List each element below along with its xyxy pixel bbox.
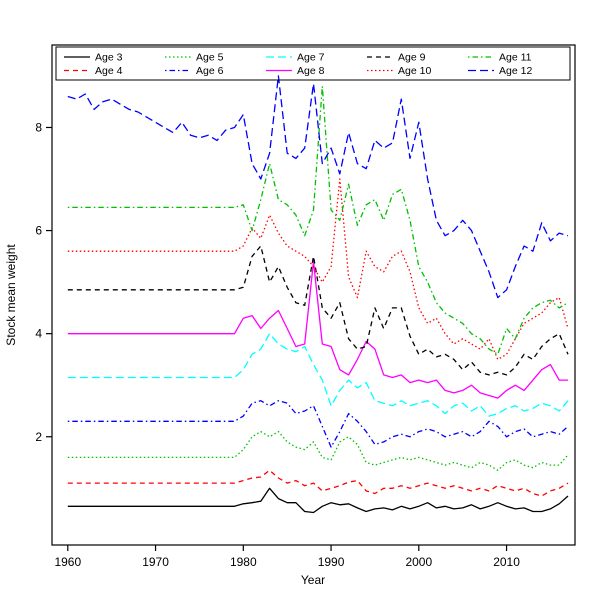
legend-border [55, 46, 571, 81]
series-line-age-12 [67, 75, 569, 299]
series-line-age-4 [67, 469, 569, 497]
legend-label-age-3: Age 3 [95, 52, 123, 64]
series-line-age-10 [67, 178, 569, 361]
legend-label-age-5: Age 5 [196, 52, 224, 64]
series-line-age-5 [67, 430, 569, 471]
legend-label-age-8: Age 8 [297, 65, 325, 77]
plot-border [51, 44, 576, 546]
x-tick-label: 2010 [493, 555, 520, 569]
y-tick-label: 8 [35, 120, 42, 134]
series-line-age-6 [67, 400, 569, 448]
legend-label-age-11: Age 11 [499, 52, 532, 64]
legend-label-age-10: Age 10 [398, 65, 431, 77]
x-tick-label: 1990 [318, 555, 345, 569]
x-tick-label: 1980 [230, 555, 257, 569]
y-tick-label: 2 [35, 430, 42, 444]
series-line-age-9 [67, 245, 569, 376]
legend-label-age-7: Age 7 [297, 52, 325, 64]
y-axis-label: Stock mean weight [4, 244, 18, 346]
legend-label-age-9: Age 9 [398, 52, 426, 64]
x-tick-label: 2000 [405, 555, 432, 569]
series-line-age-11 [67, 85, 569, 355]
series-line-age-7 [67, 333, 569, 417]
legend-label-age-6: Age 6 [196, 65, 224, 77]
series-line-age-3 [67, 487, 569, 514]
x-axis-label: Year [301, 573, 325, 587]
legend-label-age-12: Age 12 [499, 65, 532, 77]
x-tick-label: 1970 [142, 555, 169, 569]
y-tick-label: 4 [35, 327, 42, 341]
x-tick-label: 1960 [54, 555, 81, 569]
legend-label-age-4: Age 4 [95, 65, 123, 77]
series-line-age-8 [67, 260, 568, 399]
series-lines [67, 75, 569, 514]
plot-axes: 1960 1970 1980 1990 2000 2010 2 4 6 8 [35, 44, 576, 569]
y-tick-label: 6 [35, 224, 42, 238]
